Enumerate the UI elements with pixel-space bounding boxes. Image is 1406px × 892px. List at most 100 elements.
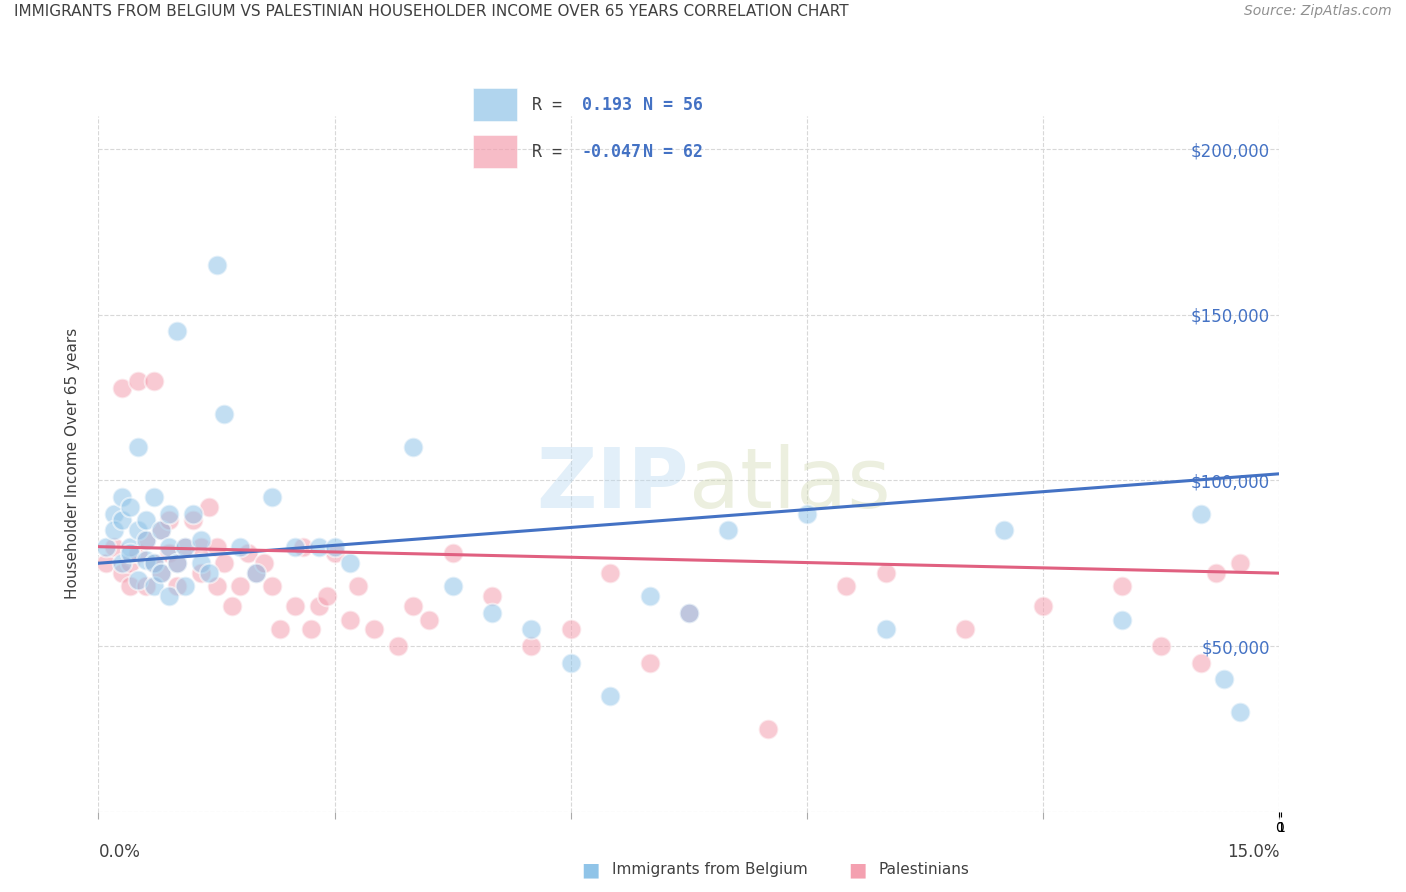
- Point: [253, 556, 276, 570]
- Point: [229, 540, 252, 554]
- Point: [1213, 672, 1236, 686]
- Point: [190, 566, 212, 581]
- Text: 0.0%: 0.0%: [98, 843, 141, 861]
- Point: [363, 623, 385, 637]
- Text: IMMIGRANTS FROM BELGIUM VS PALESTINIAN HOUSEHOLDER INCOME OVER 65 YEARS CORRELAT: IMMIGRANTS FROM BELGIUM VS PALESTINIAN H…: [14, 4, 849, 20]
- Point: [111, 490, 134, 504]
- Point: [103, 540, 125, 554]
- Point: [678, 606, 700, 620]
- Point: [481, 590, 503, 604]
- Point: [1111, 579, 1133, 593]
- Point: [308, 540, 330, 554]
- Text: -0.047: -0.047: [582, 143, 641, 161]
- Point: [269, 623, 291, 637]
- Point: [166, 556, 188, 570]
- Point: [118, 579, 141, 593]
- Point: [197, 566, 219, 581]
- Point: [1205, 566, 1227, 581]
- Point: [197, 500, 219, 514]
- Text: 15.0%: 15.0%: [1227, 843, 1279, 861]
- Point: [127, 546, 149, 560]
- Point: [245, 566, 267, 581]
- Text: Palestinians: Palestinians: [879, 863, 970, 877]
- Point: [638, 590, 661, 604]
- Text: 0.193: 0.193: [582, 95, 631, 113]
- Point: [245, 566, 267, 581]
- Point: [1229, 556, 1251, 570]
- Point: [157, 507, 180, 521]
- Point: [323, 546, 346, 560]
- Point: [127, 573, 149, 587]
- Point: [190, 540, 212, 554]
- Point: [150, 566, 173, 581]
- Point: [111, 381, 134, 395]
- Point: [214, 556, 236, 570]
- Text: N = 62: N = 62: [644, 143, 703, 161]
- Point: [214, 407, 236, 421]
- Point: [118, 500, 141, 514]
- Point: [402, 599, 425, 614]
- Point: [174, 540, 197, 554]
- Point: [441, 579, 464, 593]
- Point: [142, 556, 165, 570]
- Point: [418, 613, 440, 627]
- Point: [118, 556, 141, 570]
- Point: [1229, 706, 1251, 720]
- Point: [190, 556, 212, 570]
- Point: [229, 579, 252, 593]
- Bar: [474, 136, 516, 168]
- Point: [111, 556, 134, 570]
- Point: [260, 490, 283, 504]
- Point: [181, 513, 204, 527]
- Point: [481, 606, 503, 620]
- Point: [323, 540, 346, 554]
- Point: [142, 490, 165, 504]
- Text: Immigrants from Belgium: Immigrants from Belgium: [612, 863, 807, 877]
- Point: [520, 639, 543, 653]
- Point: [181, 507, 204, 521]
- Y-axis label: Householder Income Over 65 years: Householder Income Over 65 years: [65, 328, 80, 599]
- Point: [157, 590, 180, 604]
- Point: [103, 507, 125, 521]
- Point: [347, 579, 370, 593]
- Point: [118, 546, 141, 560]
- Point: [157, 540, 180, 554]
- Point: [560, 623, 582, 637]
- Point: [292, 540, 315, 554]
- Point: [756, 722, 779, 736]
- Text: Source: ZipAtlas.com: Source: ZipAtlas.com: [1244, 4, 1392, 19]
- Point: [560, 656, 582, 670]
- Point: [402, 440, 425, 454]
- Point: [260, 579, 283, 593]
- Point: [135, 533, 157, 547]
- Point: [1189, 507, 1212, 521]
- Point: [835, 579, 858, 593]
- Bar: [474, 88, 516, 121]
- Point: [205, 258, 228, 272]
- Point: [166, 324, 188, 338]
- Point: [150, 566, 173, 581]
- Point: [339, 556, 361, 570]
- Point: [796, 507, 818, 521]
- Point: [111, 566, 134, 581]
- Point: [308, 599, 330, 614]
- Point: [127, 440, 149, 454]
- Text: ZIP: ZIP: [537, 444, 689, 525]
- Point: [166, 556, 188, 570]
- Point: [157, 546, 180, 560]
- Point: [993, 523, 1015, 537]
- Point: [299, 623, 322, 637]
- Text: R =: R =: [531, 143, 562, 161]
- Point: [135, 513, 157, 527]
- Text: R =: R =: [531, 95, 562, 113]
- Point: [599, 566, 621, 581]
- Point: [638, 656, 661, 670]
- Point: [96, 556, 118, 570]
- Text: ■: ■: [581, 860, 600, 880]
- Point: [111, 513, 134, 527]
- Point: [135, 533, 157, 547]
- Point: [875, 623, 897, 637]
- Point: [190, 533, 212, 547]
- Point: [678, 606, 700, 620]
- Point: [142, 374, 165, 388]
